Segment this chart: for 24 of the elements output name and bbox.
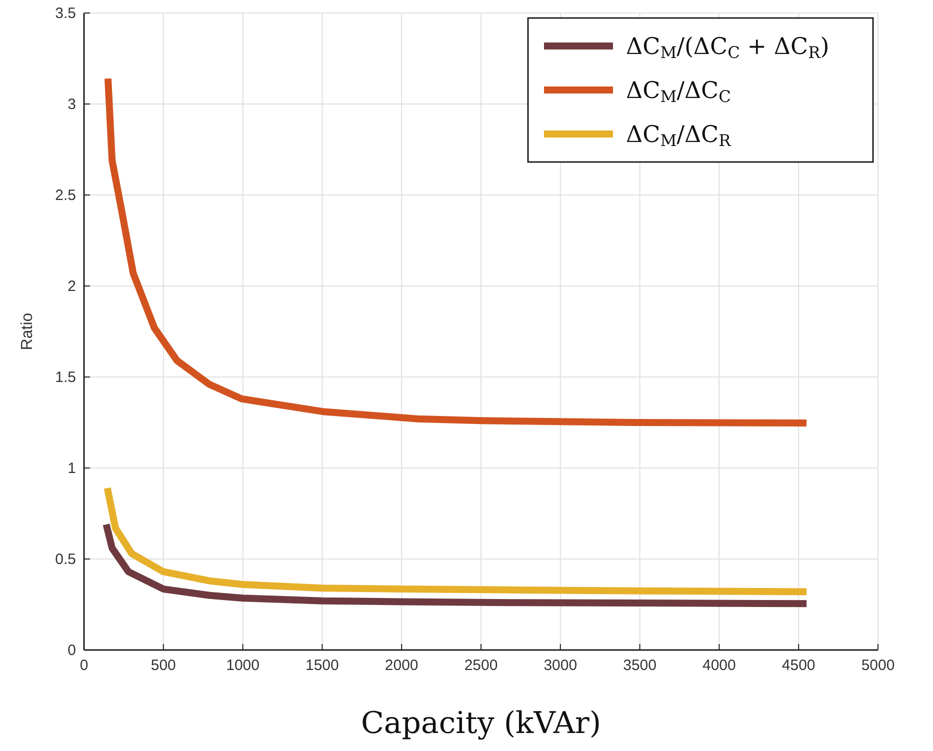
- x-tick-label: 4500: [782, 657, 816, 674]
- x-tick-label: 500: [150, 657, 176, 674]
- legend-label: ΔC$_{M}$/ΔC$_{C}$: [626, 78, 731, 106]
- x-tick-label: 4000: [702, 657, 736, 674]
- x-tick-label: 5000: [861, 657, 895, 674]
- y-tick-label: 1: [68, 460, 76, 477]
- x-tick-label: 3000: [544, 657, 578, 674]
- x-tick-label: 2500: [464, 657, 498, 674]
- y-tick-label: 2: [68, 278, 76, 295]
- legend-label: ΔC$_{M}$/(ΔC$_{C}$ + ΔC$_{R}$): [626, 34, 830, 62]
- legend-label: ΔC$_{M}$/ΔC$_{R}$: [626, 122, 732, 150]
- x-tick-label: 1500: [306, 657, 339, 674]
- x-tick-label: 2000: [384, 657, 418, 674]
- y-tick-label: 3.5: [55, 5, 76, 22]
- y-tick-label: 3: [68, 96, 76, 113]
- y-axis-title: Ratio: [19, 312, 36, 350]
- x-tick-label: 1000: [226, 657, 260, 674]
- x-tick-label: 0: [80, 657, 88, 674]
- y-tick-label: 2.5: [55, 187, 76, 204]
- x-axis-title: Capacity (kVAr): [360, 706, 602, 741]
- y-tick-label: 1.5: [55, 369, 76, 386]
- y-tick-label: 0.5: [55, 551, 76, 568]
- y-tick-label: 0: [68, 642, 76, 659]
- x-tick-label: 3500: [623, 657, 656, 674]
